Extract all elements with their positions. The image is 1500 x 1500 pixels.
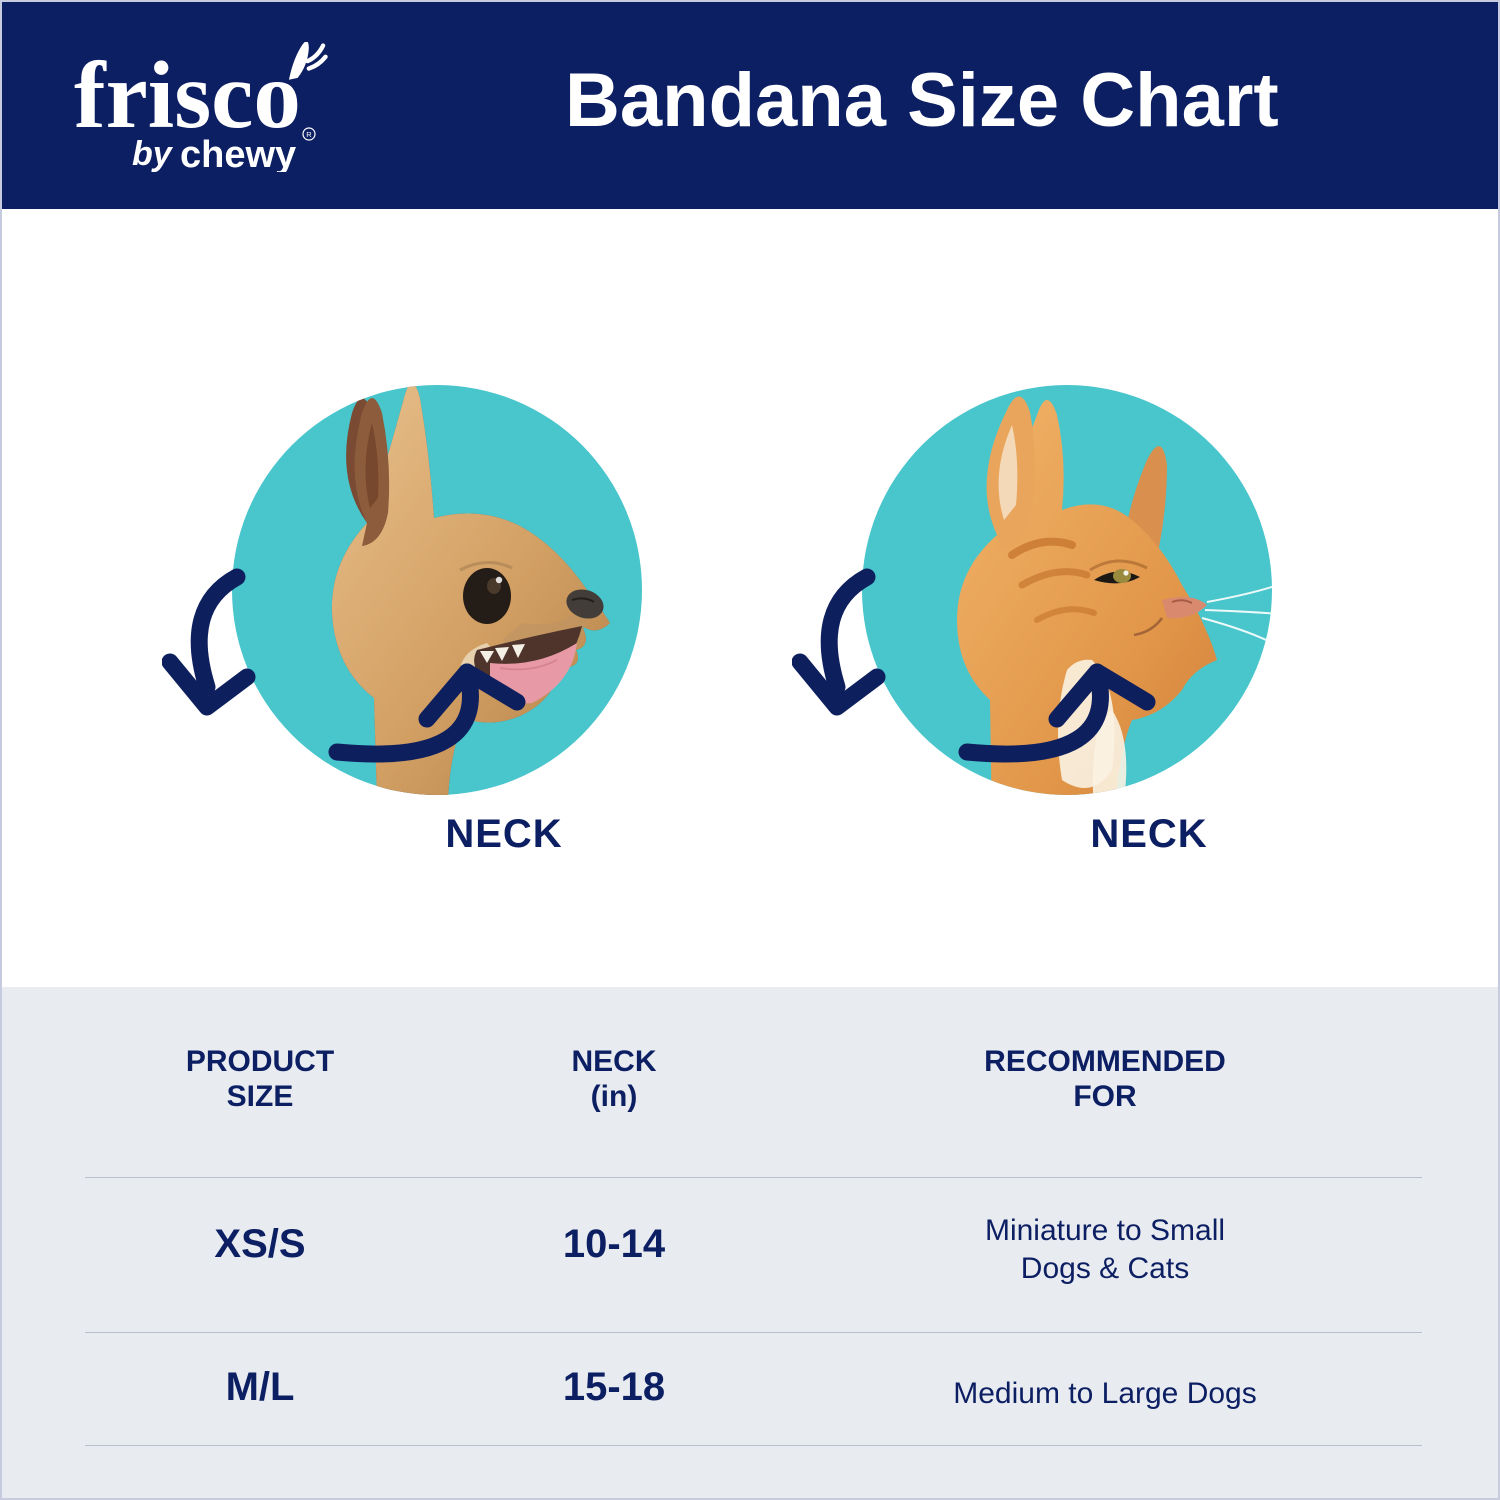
svg-text:R: R <box>306 130 312 139</box>
svg-text:chewy: chewy <box>180 134 296 172</box>
svg-text:by: by <box>132 135 174 172</box>
svg-text:frisco: frisco <box>74 42 301 148</box>
